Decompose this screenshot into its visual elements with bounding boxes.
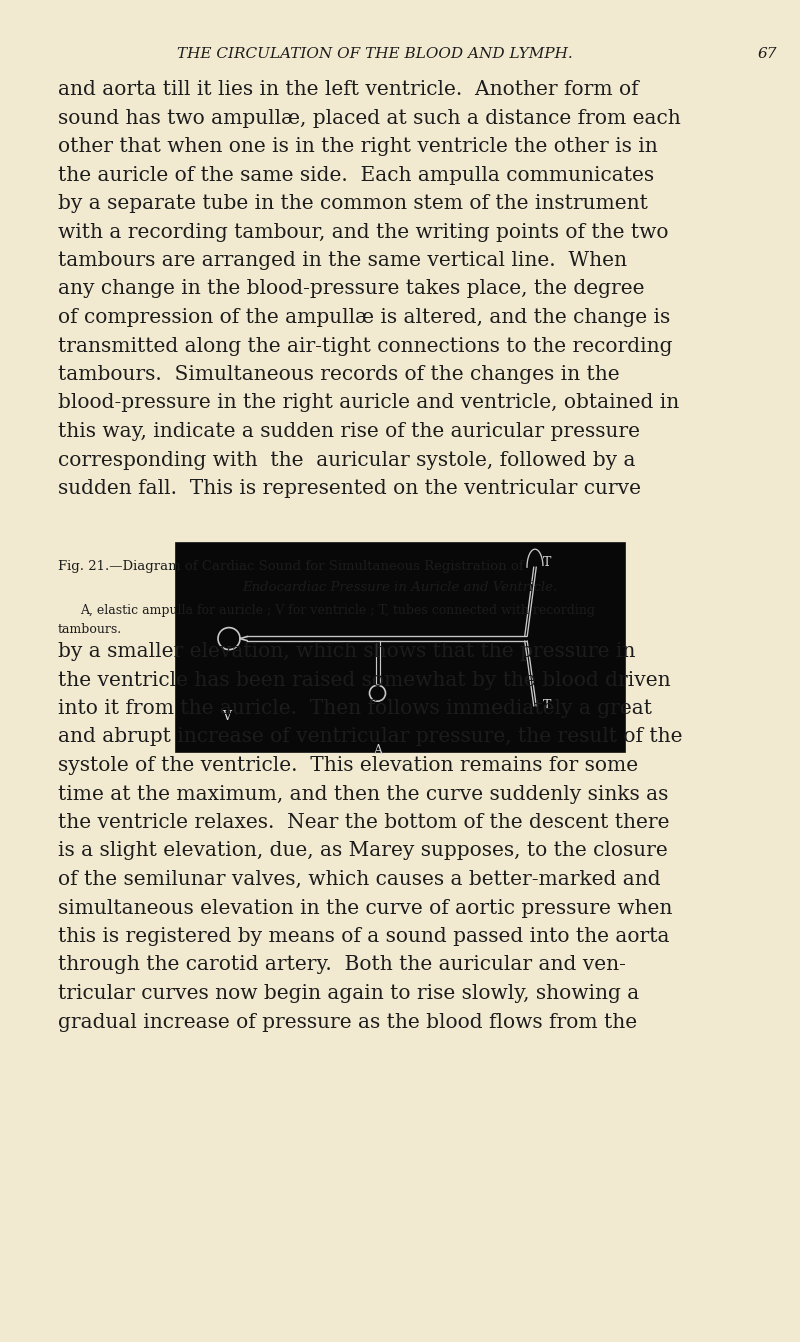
Text: transmitted along the air-tight connections to the recording: transmitted along the air-tight connecti… [58,337,673,356]
Text: Fig. 21.—Diagram of Cardiac Sound for Simultaneous Registration of: Fig. 21.—Diagram of Cardiac Sound for Si… [58,560,524,573]
Text: gradual increase of pressure as the blood flows from the: gradual increase of pressure as the bloo… [58,1012,637,1032]
Text: tambours.: tambours. [58,623,122,636]
Text: of compression of the ampullæ is altered, and the change is: of compression of the ampullæ is altered… [58,309,670,327]
Text: tambours.  Simultaneous records of the changes in the: tambours. Simultaneous records of the ch… [58,365,620,384]
Text: A: A [373,743,382,757]
Text: 67: 67 [758,47,778,60]
Text: the auricle of the same side.  Each ampulla communicates: the auricle of the same side. Each ampul… [58,165,654,184]
Text: sound has two ampullæ, placed at such a distance from each: sound has two ampullæ, placed at such a … [58,109,681,127]
Text: tricular curves now begin again to rise slowly, showing a: tricular curves now begin again to rise … [58,984,639,1002]
Text: with a recording tambour, and the writing points of the two: with a recording tambour, and the writin… [58,223,669,242]
Text: into it from the auricle.  Then follows immediately a great: into it from the auricle. Then follows i… [58,699,652,718]
Text: through the carotid artery.  Both the auricular and ven-: through the carotid artery. Both the aur… [58,956,626,974]
Text: tambours are arranged in the same vertical line.  When: tambours are arranged in the same vertic… [58,251,627,270]
Text: is a slight elevation, due, as Marey supposes, to the closure: is a slight elevation, due, as Marey sup… [58,841,668,860]
Text: of the semilunar valves, which causes a better-marked and: of the semilunar valves, which causes a … [58,870,661,888]
Text: any change in the blood-pressure takes place, the degree: any change in the blood-pressure takes p… [58,279,645,298]
Text: this way, indicate a sudden rise of the auricular pressure: this way, indicate a sudden rise of the … [58,421,640,442]
Text: this is registered by means of a sound passed into the aorta: this is registered by means of a sound p… [58,927,670,946]
Text: the ventricle relaxes.  Near the bottom of the descent there: the ventricle relaxes. Near the bottom o… [58,813,670,832]
Text: THE CIRCULATION OF THE BLOOD AND LYMPH.: THE CIRCULATION OF THE BLOOD AND LYMPH. [177,47,573,60]
Text: blood-pressure in the right auricle and ventricle, obtained in: blood-pressure in the right auricle and … [58,393,679,412]
Text: the ventricle has been raised somewhat by the blood driven: the ventricle has been raised somewhat b… [58,671,670,690]
Text: corresponding with  the  auricular systole, followed by a: corresponding with the auricular systole… [58,451,635,470]
Text: T: T [543,556,551,569]
Text: V: V [222,710,231,723]
Text: sudden fall.  This is represented on the ventricular curve: sudden fall. This is represented on the … [58,479,641,498]
Text: and aorta till it lies in the left ventricle.  Another form of: and aorta till it lies in the left ventr… [58,81,638,99]
Text: other that when one is in the right ventricle the other is in: other that when one is in the right vent… [58,137,658,156]
Text: systole of the ventricle.  This elevation remains for some: systole of the ventricle. This elevation… [58,756,638,774]
Bar [175,542,625,752]
Text: time at the maximum, and then the curve suddenly sinks as: time at the maximum, and then the curve … [58,785,668,804]
Text: by a smaller elevation, which shows that the pressure in: by a smaller elevation, which shows that… [58,641,635,662]
Text: Endocardiac Pressure in Auricle and Ventricle.: Endocardiac Pressure in Auricle and Vent… [242,581,558,595]
Text: A, elastic ampulla for auricle ; V for ventricle ; T, tubes connected with recor: A, elastic ampulla for auricle ; V for v… [80,604,595,617]
Text: and abrupt increase of ventricular pressure, the result of the: and abrupt increase of ventricular press… [58,727,682,746]
Text: simultaneous elevation in the curve of aortic pressure when: simultaneous elevation in the curve of a… [58,899,672,918]
Text: by a separate tube in the common stem of the instrument: by a separate tube in the common stem of… [58,195,648,213]
Text: T: T [543,699,551,713]
